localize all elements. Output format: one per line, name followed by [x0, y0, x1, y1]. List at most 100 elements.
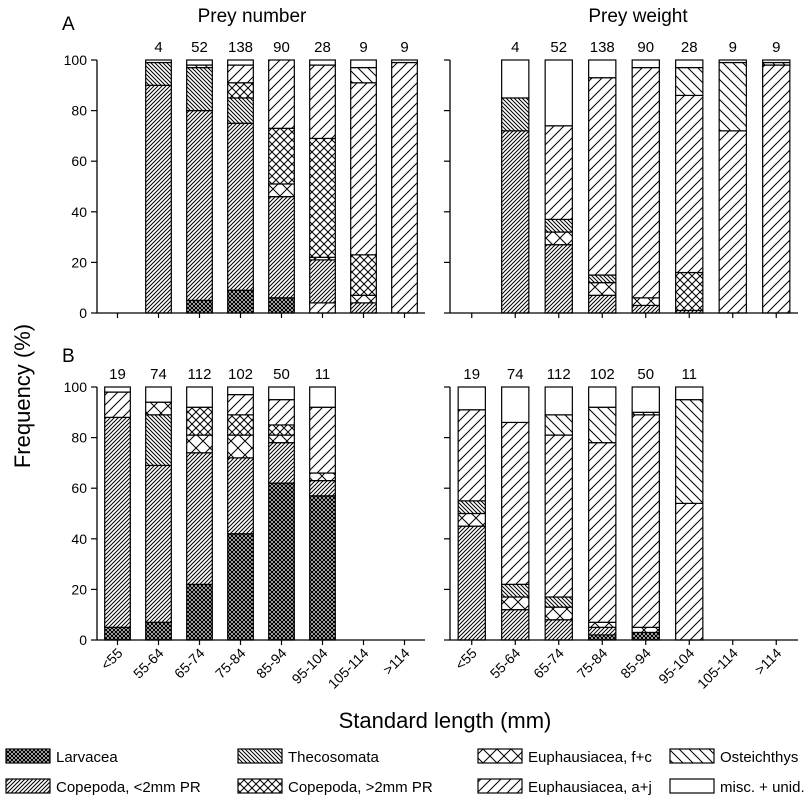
- legend-swatch: [5, 778, 51, 794]
- legend-label: Thecosomata: [288, 749, 380, 766]
- sample-size-label: 11: [681, 366, 697, 383]
- x-tick-label: 75-84: [212, 645, 249, 682]
- x-tick-label: >114: [380, 645, 413, 678]
- segment-misc-unid: [145, 386, 172, 403]
- segment-euphausiacea-a-j: [588, 77, 617, 276]
- y-tick-label: 20: [71, 254, 87, 270]
- panel-title: Prey number: [198, 6, 307, 27]
- segment-euphausiacea-a-j: [631, 414, 660, 628]
- x-axis-label: Standard length (mm): [339, 708, 552, 733]
- segment-osteichthys: [675, 399, 704, 504]
- segment-copepoda-2mm-pr: [501, 130, 530, 314]
- segment-euphausiacea-f-c: [501, 596, 530, 611]
- y-tick-label: 20: [71, 581, 87, 597]
- sample-size-label: 50: [637, 366, 654, 383]
- segment-thecosomata: [145, 414, 172, 467]
- segment-copepoda-2mm-pr: [675, 271, 704, 312]
- legend-label: Copepoda, >2mm PR: [288, 779, 433, 796]
- x-tick-label: 75-84: [574, 645, 611, 682]
- y-tick-label: 100: [64, 379, 88, 395]
- y-tick-label: 80: [71, 103, 87, 119]
- legend-swatch: [477, 778, 523, 794]
- segment-euphausiacea-a-j: [104, 391, 131, 418]
- segment-thecosomata: [544, 218, 573, 233]
- segment-copepoda-2mm-pr: [227, 414, 254, 436]
- bar-65-74: [544, 386, 573, 641]
- legend-label: misc. + unid.: [720, 779, 805, 796]
- segment-copepoda-2mm-pr: [309, 480, 336, 497]
- segment-euphausiacea-a-j: [391, 61, 418, 314]
- segment-copepoda-2mm-pr: [544, 244, 573, 314]
- segment-larvacea: [186, 299, 213, 314]
- segment-euphausiacea-a-j: [588, 442, 617, 623]
- sample-size-label: 19: [109, 366, 126, 383]
- y-tick-label: 40: [71, 531, 87, 547]
- segment-misc-unid: [104, 386, 131, 393]
- segment-misc-unid: [631, 386, 660, 413]
- segment-copepoda-2mm-pr: [227, 457, 254, 535]
- legend-item-thecosomata: Thecosomata: [237, 748, 380, 766]
- segment-misc-unid: [227, 59, 254, 66]
- segment-osteichthys: [588, 406, 617, 444]
- segment-misc-unid: [309, 59, 336, 66]
- y-tick-label: 80: [71, 430, 87, 446]
- panel-B-number: 19 74 112 102 50 11 0 20 40 60 80 100 <55 55-64 65-74 7…: [62, 346, 425, 692]
- segment-misc-unid: [268, 386, 295, 401]
- segment-euphausiacea-a-j: [762, 64, 791, 314]
- segment-misc-unid: [588, 386, 617, 408]
- sample-size-label: 52: [191, 39, 208, 56]
- segment-copepoda-2mm-pr: [350, 302, 377, 314]
- segment-misc-unid: [457, 386, 486, 411]
- x-tick-label: 85-94: [617, 645, 654, 682]
- bar-85-94: [268, 59, 295, 314]
- bar-55-64: [501, 59, 530, 314]
- segment-euphausiacea-a-j: [268, 399, 295, 426]
- segment-misc-unid: [391, 59, 418, 64]
- legend-swatch: [237, 778, 283, 794]
- sample-size-label: 28: [314, 39, 331, 56]
- segment-misc-unid: [501, 59, 530, 99]
- y-axis-label: Frequency (%): [10, 324, 35, 468]
- bar-95-104: [675, 386, 704, 641]
- segment-euphausiacea-a-j: [544, 125, 573, 220]
- bar-95-104: [309, 59, 336, 314]
- sample-size-label: 90: [637, 39, 654, 56]
- x-tick-label: 55-64: [487, 645, 524, 682]
- sample-size-label: 74: [150, 366, 167, 383]
- bar-105-114: [350, 59, 377, 314]
- segment-euphausiacea-f-c: [544, 606, 573, 621]
- segment-misc-unid: [309, 386, 336, 408]
- segment-copepoda-2mm-pr: [588, 294, 617, 314]
- segment-copepoda-2mm-pr: [227, 82, 254, 99]
- segment-larvacea: [227, 533, 254, 641]
- x-tick-label: >114: [751, 645, 784, 678]
- segment-thecosomata: [186, 66, 213, 112]
- legend-label: Osteichthys: [720, 749, 798, 766]
- sample-size-label: 19: [463, 366, 480, 383]
- segment-copepoda-2mm-pr: [501, 609, 530, 641]
- segment-misc-unid: [588, 59, 617, 79]
- legend-label: Euphausiacea, a+j: [528, 779, 652, 796]
- bar-65-74: [544, 59, 573, 314]
- segment-copepoda-2mm-pr: [186, 406, 213, 436]
- x-tick-label: 55-64: [130, 645, 167, 682]
- segment-copepoda-2mm-pr: [588, 626, 617, 636]
- bar-55: [457, 386, 486, 641]
- segment-copepoda-2mm-pr: [268, 424, 295, 436]
- segment-euphausiacea-f-c: [631, 297, 660, 307]
- y-tick-label: 40: [71, 204, 87, 220]
- segment-euphausiacea-a-j: [309, 64, 336, 140]
- segment-osteichthys: [350, 66, 377, 84]
- legend-item-copepoda-2mm-pr: Copepoda, >2mm PR: [237, 778, 433, 796]
- segment-euphausiacea-f-c: [457, 512, 486, 527]
- segment-euphausiacea-a-j: [309, 406, 336, 474]
- segment-euphausiacea-f-c: [268, 183, 295, 198]
- legend-item-euphausiacea-f-c: Euphausiacea, f+c: [477, 748, 652, 766]
- segment-copepoda-2mm-pr: [186, 109, 213, 301]
- x-tick-label: <55: [98, 645, 126, 673]
- segment-copepoda-2mm-pr: [309, 259, 336, 304]
- panel-B-weight: 19 74 112 102 50 11 <55 55-64 65-74 75-84 85-94 95-…: [444, 366, 798, 692]
- segment-copepoda-2mm-pr: [227, 122, 254, 291]
